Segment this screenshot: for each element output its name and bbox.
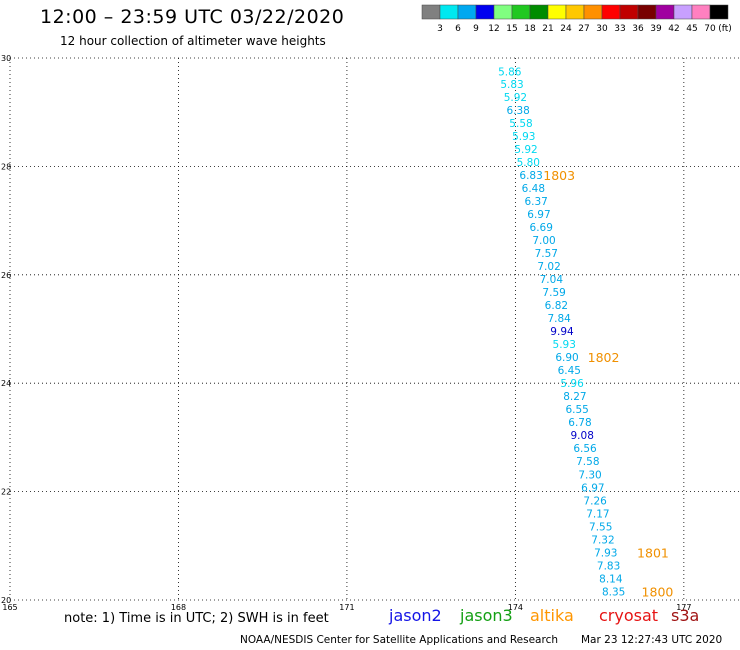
wave-height-label: 6.38 [506, 105, 529, 117]
wave-height-label: 6.55 [565, 404, 588, 416]
x-tick-label: 171 [339, 603, 354, 612]
wave-height-label: 6.83 [519, 170, 542, 182]
wave-height-label: 7.32 [591, 534, 614, 546]
colorbar-label: 6 [455, 24, 461, 34]
wave-height-label: 7.59 [542, 287, 565, 299]
colorbar-label: 33 [614, 24, 625, 34]
time-label: 1800 [642, 584, 674, 599]
x-tick-label: 174 [508, 603, 523, 612]
colorbar-label: (ft) [718, 24, 732, 34]
colorbar-label: 21 [542, 24, 553, 34]
legend-s3a: s3a [671, 606, 700, 625]
y-tick-label: 22 [1, 488, 11, 497]
y-tick-label: 24 [1, 379, 11, 388]
wave-height-label: 5.86 [498, 67, 522, 79]
x-tick-label: 168 [171, 603, 186, 612]
time-label: 1802 [588, 350, 620, 365]
colorbar-label: 27 [578, 24, 589, 34]
y-tick-label: 20 [1, 596, 11, 605]
legend-jason2: jason2 [389, 606, 442, 625]
y-tick-label: 26 [1, 271, 11, 280]
wave-height-label: 7.02 [537, 261, 560, 273]
wave-height-label: 7.00 [532, 235, 555, 247]
wave-height-label: 5.93 [512, 131, 535, 143]
wave-height-label: 5.93 [553, 339, 576, 351]
wave-height-label: 5.58 [509, 118, 532, 130]
y-tick-label: 28 [1, 162, 11, 171]
units-note: note: 1) Time is in UTC; 2) SWH is in fe… [64, 611, 329, 626]
colorbar-label: 3 [437, 24, 443, 34]
time-label: 1803 [543, 168, 575, 183]
legend-jason3: jason3 [460, 606, 513, 625]
colorbar-label: 12 [488, 24, 499, 34]
wave-height-label: 6.78 [568, 417, 591, 429]
wave-height-label: 6.45 [558, 365, 581, 377]
colorbar-label: 45 [686, 24, 697, 34]
wave-height-label: 5.96 [560, 378, 584, 390]
colorbar-label: 24 [560, 24, 572, 34]
colorbar-label: 42 [668, 24, 679, 34]
y-tick-label: 30 [1, 54, 11, 63]
wave-height-label: 6.56 [573, 443, 597, 455]
wave-height-label: 6.97 [527, 209, 550, 221]
wave-height-label: 7.58 [576, 456, 599, 468]
wave-height-label: 8.35 [602, 586, 625, 598]
wave-height-label: 9.94 [550, 326, 574, 338]
wave-height-label: 6.69 [530, 222, 553, 234]
wave-height-label: 7.26 [583, 495, 607, 507]
wave-height-label: 7.84 [547, 313, 571, 325]
wave-height-label: 8.27 [563, 391, 586, 403]
wave-height-label: 6.48 [522, 183, 545, 195]
wave-height-label: 8.14 [599, 573, 623, 585]
wave-height-label: 5.92 [514, 144, 537, 156]
colorbar-label: 36 [632, 24, 644, 34]
colorbar-label: 9 [473, 24, 479, 34]
wave-height-label: 5.80 [517, 157, 540, 169]
colorbar-label: 15 [506, 24, 517, 34]
wave-height-label: 7.30 [578, 469, 601, 481]
wave-height-label: 7.04 [540, 274, 564, 286]
colorbar-label: 39 [650, 24, 662, 34]
wave-height-label: 6.90 [555, 352, 578, 364]
wave-height-label: 9.08 [571, 430, 594, 442]
x-tick-label: 165 [2, 603, 17, 612]
generation-timestamp: Mar 23 12:27:43 UTC 2020 [581, 634, 723, 646]
wave-height-label: 7.17 [586, 508, 609, 520]
time-label: 1801 [637, 545, 669, 560]
wave-height-label: 6.82 [545, 300, 568, 312]
colorbar-label: 30 [596, 24, 608, 34]
colorbar-label: 70 [704, 24, 716, 34]
wave-height-label: 5.83 [500, 79, 523, 91]
wave-height-label: 5.92 [504, 92, 527, 104]
colorbar: 3 6 9 12 15 18 21 24 27 30 33 36 39 42 45 70 (ft) [421, 4, 732, 34]
wave-height-label: 6.97 [581, 482, 604, 494]
colorbar-swatch [709, 4, 729, 20]
chart-title: 12:00 – 23:59 UTC 03/22/2020 [40, 6, 345, 28]
wave-height-label: 7.83 [597, 560, 620, 572]
colorbar-label: 18 [524, 24, 536, 34]
wave-height-label: 7.55 [589, 521, 612, 533]
chart-subtitle: 12 hour collection of altimeter wave hei… [60, 34, 326, 48]
x-tick-label: 177 [676, 603, 691, 612]
legend-altika: altika [530, 606, 574, 625]
wave-height-label: 7.93 [594, 547, 617, 559]
wave-height-label: 6.37 [524, 196, 547, 208]
legend-cryosat: cryosat [599, 606, 659, 625]
wave-height-label: 7.57 [535, 248, 558, 260]
credit-line: NOAA/NESDIS Center for Satellite Applica… [240, 634, 558, 646]
